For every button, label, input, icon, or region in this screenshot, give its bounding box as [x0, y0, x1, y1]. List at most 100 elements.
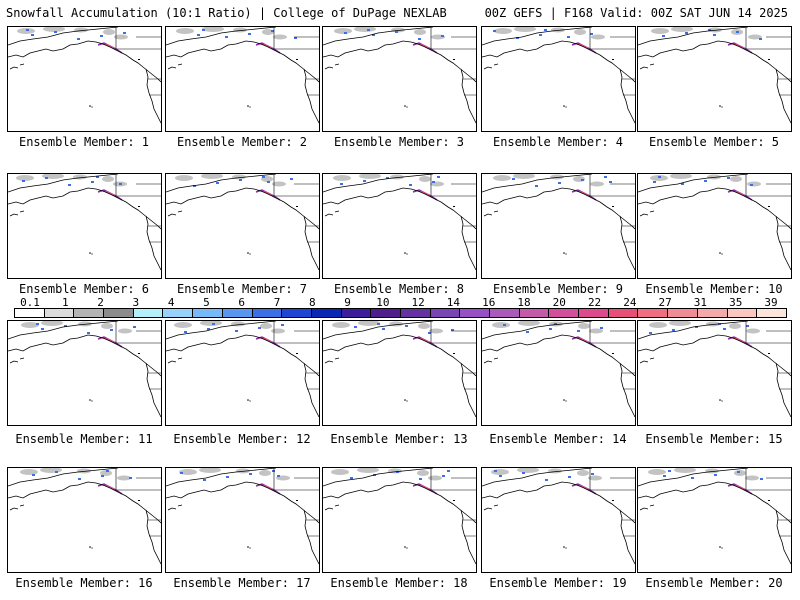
ensemble-member-label: Ensemble Member: 5	[648, 135, 780, 149]
snowfall-map	[482, 321, 635, 418]
ensemble-member-map	[165, 467, 320, 573]
snowfall-map	[638, 468, 791, 565]
ensemble-member-label: Ensemble Member: 19	[489, 576, 627, 590]
ensemble-member-label: Ensemble Member: 6	[18, 282, 150, 296]
colorbar-tick-label: 12	[411, 296, 425, 309]
colorbar-tick-label: 2	[97, 296, 104, 309]
colorbar-tick-label: 9	[344, 296, 351, 309]
snowfall-map	[482, 174, 635, 271]
colorbar-tick-label: 18	[517, 296, 531, 309]
colorbar-swatch	[638, 309, 669, 317]
ensemble-member-map	[637, 320, 792, 426]
colorbar-tick-label: 39	[764, 296, 778, 309]
ensemble-member-map	[322, 320, 477, 426]
colorbar-swatch	[608, 309, 639, 317]
ensemble-member-map	[165, 173, 320, 279]
snowfall-map	[638, 27, 791, 124]
ensemble-member-label: Ensemble Member: 13	[330, 432, 468, 446]
colorbar-swatch	[430, 309, 461, 317]
ensemble-member-map	[7, 467, 162, 573]
colorbar-swatch	[490, 309, 520, 317]
colorbar-swatch	[460, 309, 490, 317]
snowfall-map	[323, 174, 476, 271]
colorbar-tick-label: 20	[552, 296, 566, 309]
ensemble-member-label: Ensemble Member: 17	[173, 576, 311, 590]
colorbar-swatch	[400, 309, 431, 317]
ensemble-member-map	[481, 173, 636, 279]
ensemble-member-label: Ensemble Member: 16	[15, 576, 153, 590]
ensemble-member-label: Ensemble Member: 4	[492, 135, 624, 149]
ensemble-member-map	[322, 467, 477, 573]
ensemble-member-label: Ensemble Member: 1	[18, 135, 150, 149]
snowfall-map	[482, 468, 635, 565]
colorbar-swatch	[341, 309, 372, 317]
snowfall-map	[323, 27, 476, 124]
colorbar-swatch	[549, 309, 580, 317]
colorbar-tick-label: 0.1	[20, 296, 40, 309]
colorbar-swatch	[282, 309, 312, 317]
ensemble-member-label: Ensemble Member: 7	[176, 282, 308, 296]
ensemble-member-label: Ensemble Member: 3	[333, 135, 465, 149]
snowfall-map	[638, 321, 791, 418]
snowfall-map	[638, 174, 791, 271]
colorbar-tick-label: 35	[729, 296, 743, 309]
ensemble-member-label: Ensemble Member: 18	[330, 576, 468, 590]
ensemble-member-map	[7, 173, 162, 279]
colorbar-tick-label: 8	[308, 296, 316, 309]
colorbar-swatch	[193, 309, 223, 317]
colorbar-swatch	[757, 309, 786, 317]
ensemble-member-map	[637, 26, 792, 132]
snowfall-colorbar	[14, 308, 787, 318]
colorbar-swatch	[579, 309, 609, 317]
snowfall-map	[8, 174, 161, 271]
colorbar-swatch	[727, 309, 758, 317]
colorbar-swatch	[371, 309, 401, 317]
colorbar-tick-label: 24	[623, 296, 637, 309]
colorbar-swatch	[133, 309, 164, 317]
colorbar-tick-label: 1	[61, 296, 69, 309]
colorbar-swatch	[15, 309, 45, 317]
colorbar-tick-label: 5	[203, 296, 210, 309]
colorbar-swatch	[104, 309, 134, 317]
snowfall-map	[323, 468, 476, 565]
ensemble-member-label: Ensemble Member: 11	[15, 432, 153, 446]
colorbar-tick-label: 3	[132, 296, 140, 309]
colorbar-swatch	[519, 309, 550, 317]
colorbar-swatch	[74, 309, 105, 317]
colorbar-tick-label: 31	[693, 296, 708, 309]
ensemble-member-label: Ensemble Member: 10	[645, 282, 783, 296]
snowfall-map	[8, 27, 161, 124]
ensemble-member-map	[7, 26, 162, 132]
ensemble-member-label: Ensemble Member: 2	[176, 135, 308, 149]
colorbar-tick-label: 16	[482, 296, 496, 309]
ensemble-member-map	[481, 467, 636, 573]
snowfall-map	[166, 468, 319, 565]
ensemble-member-map	[637, 467, 792, 573]
colorbar-tick-label: 22	[587, 296, 602, 309]
ensemble-member-map	[637, 173, 792, 279]
colorbar-tick-label: 27	[658, 296, 672, 309]
snowfall-map	[166, 27, 319, 124]
map-title: Snowfall Accumulation (10:1 Ratio) | Col…	[6, 6, 447, 20]
snowfall-map	[482, 27, 635, 124]
colorbar-swatch	[311, 309, 342, 317]
ensemble-member-label: Ensemble Member: 20	[645, 576, 783, 590]
colorbar-tick-label: 14	[446, 296, 461, 309]
ensemble-member-label: Ensemble Member: 12	[173, 432, 311, 446]
ensemble-member-map	[7, 320, 162, 426]
model-valid-time: 00Z GEFS | F168 Valid: 00Z SAT JUN 14 20…	[484, 6, 788, 20]
colorbar-tick-label: 7	[273, 296, 281, 309]
colorbar-swatch	[44, 309, 75, 317]
ensemble-member-map	[481, 26, 636, 132]
ensemble-member-label: Ensemble Member: 14	[489, 432, 627, 446]
ensemble-member-label: Ensemble Member: 9	[492, 282, 624, 296]
colorbar-swatch	[668, 309, 698, 317]
snowfall-map	[323, 321, 476, 418]
ensemble-member-map	[165, 320, 320, 426]
ensemble-member-map	[165, 26, 320, 132]
colorbar-swatch	[252, 309, 283, 317]
colorbar-tick-label: 4	[167, 296, 175, 309]
colorbar-swatch	[697, 309, 728, 317]
colorbar-tick-label: 10	[376, 296, 390, 309]
colorbar-swatch	[222, 309, 253, 317]
